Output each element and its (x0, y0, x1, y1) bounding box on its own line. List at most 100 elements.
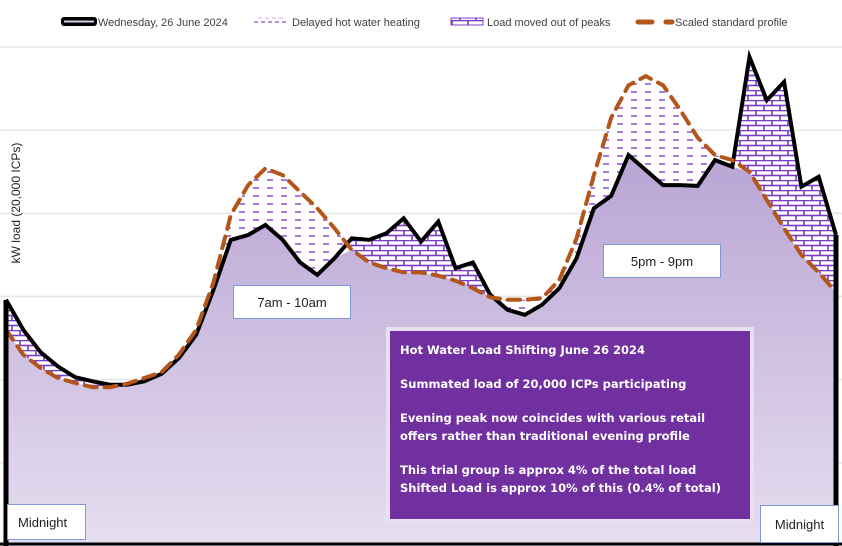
legend-label-moved: Load moved out of peaks (487, 17, 611, 29)
delayed-hot-water-area (6, 76, 836, 385)
actual-load-point (541, 304, 543, 306)
annotation-morning: 7am - 10am (233, 285, 351, 319)
actual-load-point (264, 224, 266, 226)
info-line-share: This trial group is approx 4% of the tot… (400, 461, 740, 497)
standard-profile-point (195, 329, 197, 331)
standard-profile-point (213, 281, 215, 283)
actual-load-point (835, 234, 837, 236)
standard-profile-point (662, 84, 664, 86)
standard-profile-point (472, 287, 474, 289)
standard-profile-point (835, 291, 837, 293)
info-line-evening-peak: Evening peak now coincides with various … (400, 409, 740, 445)
standard-profile-point (40, 367, 42, 369)
actual-load-point (628, 154, 630, 156)
standard-profile-point (420, 271, 422, 273)
standard-profile-point (282, 174, 284, 176)
standard-profile-point (679, 109, 681, 111)
actual-load-point (766, 99, 768, 101)
standard-profile-point (334, 227, 336, 229)
actual-load-point (437, 221, 439, 223)
standard-profile-point (749, 171, 751, 173)
actual-load-point (143, 380, 145, 382)
actual-load-point (247, 234, 249, 236)
actual-load-point (506, 309, 508, 311)
info-line-evening-peak-b: offers rather than traditional evening p… (400, 429, 690, 443)
actual-load-point (558, 287, 560, 289)
standard-profile-point (22, 354, 24, 356)
actual-load-point (662, 184, 664, 186)
actual-load-point (351, 237, 353, 239)
actual-load-point (524, 314, 526, 316)
actual-load-point (109, 384, 111, 386)
annotation-midnight-start: Midnight (7, 504, 86, 540)
actual-load-point (610, 195, 612, 197)
standard-profile-point (628, 84, 630, 86)
standard-profile-point (74, 382, 76, 384)
load-moved-area (6, 57, 836, 388)
legend-item-delayed: Delayed hot water heating (254, 17, 420, 29)
actual-load-point (282, 239, 284, 241)
actual-load-point (385, 232, 387, 234)
actual-load-point (230, 239, 232, 241)
info-box: Hot Water Load Shifting June 26 2024 Sum… (386, 327, 754, 523)
legend-item-actual: Wednesday, 26 June 2024 (61, 17, 228, 29)
standard-profile-point (403, 271, 405, 273)
standard-profile-point (264, 167, 266, 169)
actual-load-line (4, 49, 838, 387)
actual-load-point (178, 357, 180, 359)
standard-profile-point (610, 117, 612, 119)
standard-profile-point (714, 154, 716, 156)
legend-label-actual: Wednesday, 26 June 2024 (98, 17, 228, 29)
info-line-share-a: This trial group is approx 4% of the tot… (400, 463, 697, 477)
actual-load-point (749, 56, 751, 58)
annotation-evening: 5pm - 9pm (603, 244, 721, 278)
legend-item-standard: Scaled standard profile (635, 17, 788, 29)
standard-profile-point (576, 237, 578, 239)
standard-profile-point (645, 75, 647, 77)
info-title: Hot Water Load Shifting June 26 2024 (400, 343, 646, 357)
actual-load-point (472, 261, 474, 263)
standard-profile-point (57, 377, 59, 379)
annotation-midnight-end: Midnight (760, 505, 839, 543)
actual-load-point (697, 185, 699, 187)
actual-load-point (576, 257, 578, 259)
actual-load-point (593, 207, 595, 209)
standard-profile-point (368, 261, 370, 263)
legend-label-standard: Scaled standard profile (675, 17, 788, 29)
actual-load-point (818, 176, 820, 178)
actual-load-point (334, 257, 336, 259)
actual-load-point (213, 289, 215, 291)
standard-profile-point (299, 191, 301, 193)
legend-swatch-moved (450, 17, 484, 26)
actual-load-point (403, 217, 405, 219)
actual-load-point (455, 267, 457, 269)
legend: Wednesday, 26 June 2024 Delayed hot wate… (61, 17, 788, 29)
actual-load-point (316, 274, 318, 276)
standard-profile-point (126, 383, 128, 385)
standard-profile-point (766, 199, 768, 201)
actual-load-point (22, 329, 24, 331)
standard-profile-point (109, 386, 111, 388)
standard-profile-point (143, 377, 145, 379)
actual-load-point (91, 380, 93, 382)
standard-profile-point (91, 386, 93, 388)
actual-load-point (420, 241, 422, 243)
legend-item-moved: Load moved out of peaks (450, 17, 611, 29)
info-line-evening-peak-a: Evening peak now coincides with various … (400, 411, 706, 425)
standard-profile-point (437, 275, 439, 277)
actual-load-point (679, 184, 681, 186)
actual-load-point (299, 261, 301, 263)
standard-profile-point (593, 174, 595, 176)
actual-load-point (368, 239, 370, 241)
standard-profile-point (524, 299, 526, 301)
actual-load-point (489, 294, 491, 296)
actual-load-point (714, 159, 716, 161)
standard-profile-point (230, 214, 232, 216)
info-line-participants: Summated load of 20,000 ICPs participati… (400, 377, 687, 391)
standard-profile-point (5, 329, 7, 331)
standard-profile-point (800, 254, 802, 256)
standard-profile-point (351, 249, 353, 251)
actual-load-point (800, 186, 802, 188)
actual-load-point (40, 351, 42, 353)
standard-profile-point (541, 297, 543, 299)
